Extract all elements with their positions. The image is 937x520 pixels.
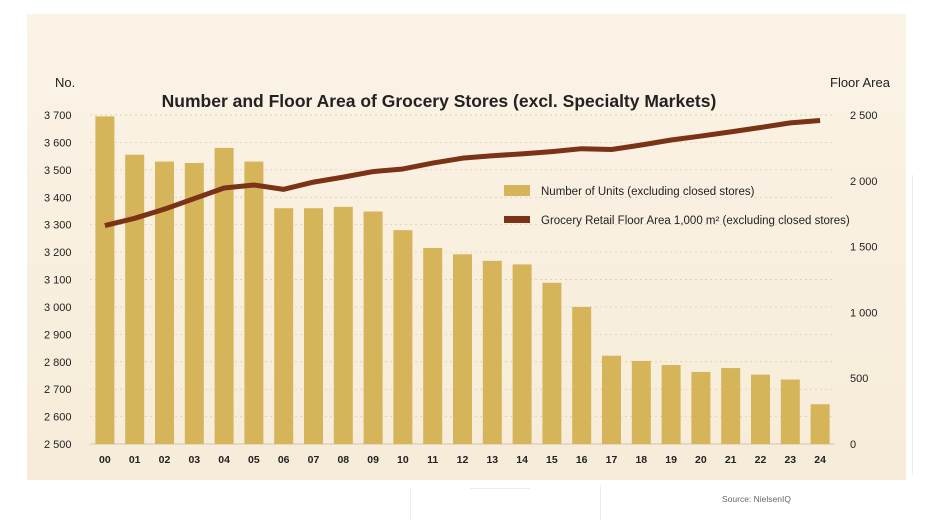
floor-area-line	[104, 118, 821, 228]
chart-title: Number and Floor Area of Grocery Stores …	[162, 91, 717, 111]
right-tick-label: 1 500	[850, 242, 878, 254]
x-tick-label: 20	[695, 454, 707, 466]
x-tick-label: 06	[278, 454, 290, 466]
bar-24	[810, 404, 830, 444]
x-tick-label: 08	[337, 454, 349, 466]
left-axis-ticks: 2 500 2 600 2 700 2 800 2 900 3 000 3 100 3 200…	[44, 110, 72, 451]
bar-00	[95, 116, 115, 444]
bar-10	[393, 230, 413, 444]
bar-08	[333, 206, 353, 444]
x-tick-label: 15	[546, 454, 558, 466]
line-series	[104, 118, 821, 228]
x-tick-label: 01	[129, 454, 141, 466]
x-tick-label: 24	[814, 454, 826, 466]
x-tick-label: 21	[725, 454, 737, 466]
x-tick-label: 13	[486, 454, 498, 466]
x-tick-label: 17	[606, 454, 618, 466]
left-tick-label: 3 600	[44, 137, 72, 149]
bar-20	[691, 371, 711, 444]
bar-04	[214, 147, 234, 444]
bar-05	[244, 161, 264, 444]
left-tick-label: 3 400	[44, 192, 72, 204]
bar-03	[184, 162, 204, 444]
bar-18	[631, 360, 651, 444]
left-tick-label: 3 700	[44, 110, 72, 122]
right-axis-ticks: 0 500 1 000 1 500 2 000 2 500	[850, 110, 878, 451]
right-tick-label: 0	[850, 439, 856, 451]
bar-12	[453, 254, 472, 444]
right-tick-label: 1 000	[850, 307, 878, 319]
x-tick-label: 04	[218, 454, 230, 466]
x-axis-ticks: 00 01 02 03 04 05 06 07 08 09 10 11 12 13 14 15 16 17 18 19…	[99, 454, 826, 466]
legend-swatch-line	[504, 216, 530, 223]
left-axis-label: No.	[55, 75, 75, 90]
watermark-decoration	[912, 175, 913, 475]
legend: Number of Units (excluding closed stores…	[504, 185, 850, 227]
x-tick-label: 03	[188, 454, 200, 466]
bar-series	[95, 116, 830, 445]
left-tick-label: 3 000	[44, 302, 72, 314]
bar-19	[661, 365, 681, 444]
right-tick-label: 2 000	[850, 176, 878, 188]
left-tick-label: 3 100	[44, 275, 72, 287]
x-tick-label: 05	[248, 454, 260, 466]
left-tick-label: 2 600	[44, 412, 72, 424]
x-tick-label: 11	[427, 454, 438, 466]
left-tick-label: 2 800	[44, 357, 72, 369]
bar-21	[721, 368, 741, 444]
bar-14	[512, 264, 532, 444]
bar-11	[423, 247, 443, 444]
x-tick-label: 14	[516, 454, 528, 466]
right-tick-label: 2 500	[850, 110, 878, 122]
left-tick-label: 3 200	[44, 247, 72, 259]
bar-22	[751, 374, 770, 444]
gridlines	[90, 114, 835, 445]
x-tick-label: 07	[308, 454, 320, 466]
bar-01	[125, 154, 145, 445]
x-tick-label: 12	[457, 454, 469, 466]
watermark-decoration	[470, 488, 530, 489]
right-tick-label: 500	[850, 373, 868, 385]
bar-02	[155, 161, 174, 444]
left-tick-label: 3 500	[44, 165, 72, 177]
legend-swatch-bar	[504, 185, 530, 196]
x-tick-label: 22	[755, 454, 767, 466]
right-axis-label: Floor Area	[830, 75, 891, 90]
x-tick-label: 10	[397, 454, 409, 466]
bar-13	[482, 260, 502, 444]
x-tick-label: 09	[367, 454, 379, 466]
legend-label-line: Grocery Retail Floor Area 1,000 m² (excl…	[541, 215, 850, 227]
left-tick-label: 2 900	[44, 329, 72, 341]
bar-07	[304, 208, 323, 444]
x-tick-label: 19	[665, 454, 677, 466]
bar-17	[602, 355, 621, 444]
x-tick-label: 02	[159, 454, 171, 466]
legend-label-bar: Number of Units (excluding closed stores…	[541, 186, 755, 198]
left-tick-label: 2 500	[44, 439, 72, 451]
bar-09	[363, 211, 383, 444]
x-tick-label: 16	[576, 454, 588, 466]
bar-16	[572, 306, 592, 444]
watermark-decoration	[600, 485, 601, 520]
left-tick-label: 3 300	[44, 220, 72, 232]
watermark-decoration	[410, 488, 411, 520]
x-tick-label: 18	[635, 454, 647, 466]
bar-06	[274, 208, 294, 444]
bar-15	[542, 282, 562, 444]
x-tick-label: 00	[99, 454, 111, 466]
left-tick-label: 2 700	[44, 384, 72, 396]
x-tick-label: 23	[784, 454, 796, 466]
bar-23	[780, 379, 800, 444]
source-note: Source: NielsenIQ	[722, 494, 791, 504]
